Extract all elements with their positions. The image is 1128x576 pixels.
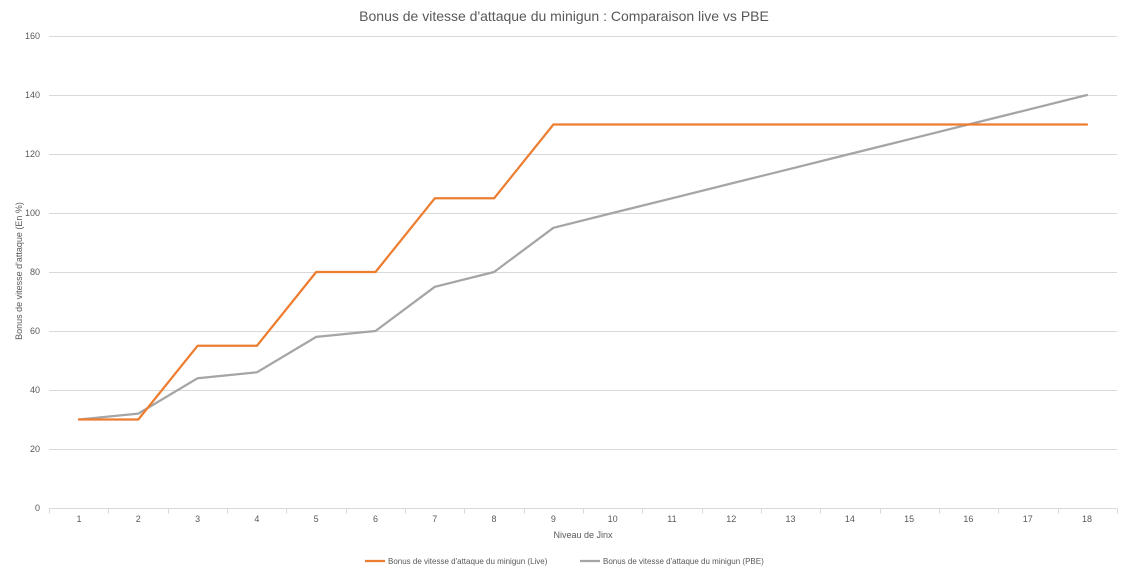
x-tick-label: 17: [1023, 514, 1033, 524]
y-tick-label: 40: [30, 385, 40, 395]
x-tick-label: 8: [492, 514, 497, 524]
y-tick-label: 80: [30, 267, 40, 277]
x-tick-label: 6: [373, 514, 378, 524]
y-tick-label: 120: [25, 149, 40, 159]
x-axis-label: Niveau de Jinx: [553, 530, 613, 540]
y-axis-label: Bonus de vitesse d'attaque (En %): [14, 202, 24, 340]
x-tick-label: 12: [726, 514, 736, 524]
x-axis: 1 2 3 4 5 6 7 8 9 10 11 12 13 14 15 16 17 18: [49, 508, 1118, 524]
gridlines: [49, 36, 1117, 450]
y-axis-ticks: 0 20 40 60 80 100 120 140 160: [25, 31, 40, 513]
x-tick-label: 18: [1082, 514, 1092, 524]
x-tick-label: 2: [136, 514, 141, 524]
x-tick-label: 3: [195, 514, 200, 524]
y-tick-label: 60: [30, 326, 40, 336]
y-tick-label: 0: [35, 503, 40, 513]
x-tick-label: 5: [314, 514, 319, 524]
legend-item-pbe: Bonus de vitesse d'attaque du minigun (P…: [580, 557, 764, 566]
y-tick-label: 100: [25, 208, 40, 218]
x-tick-label: 16: [963, 514, 973, 524]
x-tick-label: 13: [786, 514, 796, 524]
legend: Bonus de vitesse d'attaque du minigun (L…: [365, 557, 764, 566]
y-tick-label: 160: [25, 31, 40, 41]
x-tick-label: 10: [608, 514, 618, 524]
y-tick-label: 140: [25, 90, 40, 100]
x-tick-label: 11: [667, 514, 676, 524]
x-tick-label: 4: [254, 514, 259, 524]
series-line-live: [77, 123, 1089, 421]
chart-title: Bonus de vitesse d'attaque du minigun : …: [359, 8, 769, 24]
series-line-pbe: [77, 93, 1089, 421]
x-tick-label: 14: [845, 514, 855, 524]
series-lines: [77, 93, 1089, 421]
x-tick-label: 1: [76, 514, 81, 524]
legend-label: Bonus de vitesse d'attaque du minigun (L…: [388, 557, 548, 566]
x-tick-label: 9: [551, 514, 556, 524]
legend-label: Bonus de vitesse d'attaque du minigun (P…: [603, 557, 764, 566]
x-tick-label: 7: [432, 514, 437, 524]
y-tick-label: 20: [30, 444, 40, 454]
legend-item-live: Bonus de vitesse d'attaque du minigun (L…: [365, 557, 548, 566]
x-tick-label: 15: [904, 514, 914, 524]
